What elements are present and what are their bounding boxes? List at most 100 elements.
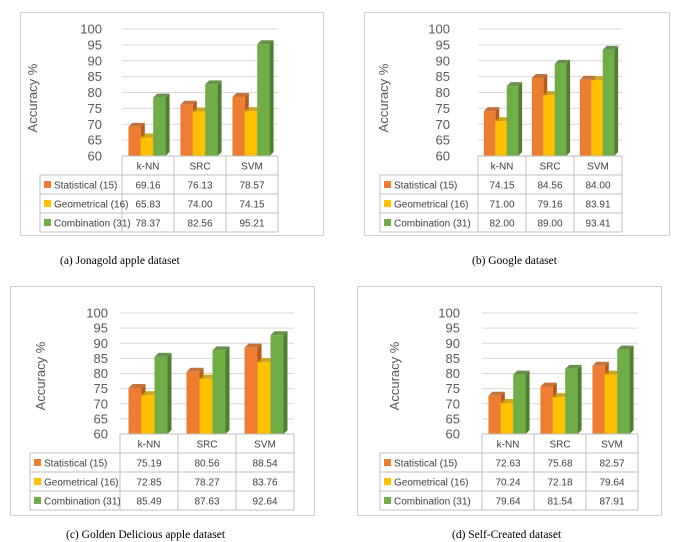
category-label-2-2: SVM [254, 440, 276, 451]
y-tick-0-7: 95 [88, 37, 102, 52]
data-label-0-1-0: 65.83 [135, 200, 160, 211]
legend-key-0-2 [44, 219, 51, 226]
bar-3-1-1 [552, 397, 566, 434]
bar-top-3-0-2 [592, 361, 609, 366]
y-tick-3-0: 60 [446, 427, 460, 442]
y-tick-2-0: 60 [94, 427, 108, 442]
y-tick-3-3: 75 [446, 381, 460, 396]
data-label-3-1-0: 70.24 [495, 478, 520, 489]
bar-2-2-1 [212, 350, 226, 434]
bar-2-1-1 [199, 378, 213, 434]
bar-side-2-2-2 [283, 331, 288, 434]
data-label-0-2-0: 78.37 [135, 219, 160, 230]
bar-top-2-1-0 [141, 391, 159, 396]
data-label-2-0-0: 75.19 [136, 459, 161, 470]
data-label-2-2-0: 85.49 [136, 497, 161, 508]
legend-key-0-1 [44, 200, 51, 207]
bar-top-2-2-0 [154, 352, 172, 357]
bar-top-0-0-1 [180, 100, 197, 105]
bar-0-0-0 [128, 126, 141, 156]
y-tick-2-4: 80 [94, 366, 108, 381]
legend-key-2-0 [34, 459, 41, 466]
legend-label-2-0: Statistical (15) [44, 459, 107, 470]
data-label-1-1-2: 83.91 [585, 200, 610, 211]
y-tick-2-5: 85 [94, 351, 108, 366]
y-axis-label-2: Accuracy % [33, 341, 48, 410]
bar-3-1-2 [604, 374, 618, 434]
legend-label-3-1: Geometrical (16) [394, 478, 468, 489]
bar-0-0-1 [180, 104, 193, 156]
bar-1-0-2 [579, 79, 592, 156]
category-label-2-0: k-NN [138, 440, 161, 451]
bar-side-3-2-1 [577, 364, 582, 434]
bar-3-2-0 [513, 374, 526, 434]
data-label-0-0-2: 78.57 [239, 181, 264, 192]
bar-top-2-0-1 [186, 367, 204, 372]
bar-side-1-2-2 [614, 45, 619, 156]
bar-top-0-2-1 [205, 80, 222, 85]
legend-label-2-2: Combination (31) [44, 497, 121, 508]
legend-key-3-2 [384, 497, 391, 504]
data-label-3-2-0: 79.64 [495, 497, 520, 508]
bar-side-2-2-1 [225, 346, 230, 434]
bar-top-3-2-0 [513, 370, 530, 375]
data-label-3-1-2: 79.64 [599, 478, 624, 489]
data-label-1-2-1: 89.00 [537, 219, 562, 230]
data-label-3-0-0: 72.63 [495, 459, 520, 470]
y-tick-0-8: 100 [80, 22, 102, 37]
bar-2-0-1 [186, 371, 200, 434]
data-label-3-0-1: 75.68 [547, 459, 572, 470]
category-label-0-1: SRC [189, 162, 210, 173]
y-tick-3-2: 70 [446, 396, 460, 411]
bar-side-1-2-1 [566, 59, 571, 156]
legend-label-1-1: Geometrical (16) [394, 200, 468, 211]
y-axis-label-1: Accuracy % [376, 63, 391, 132]
bar-0-1-0 [140, 137, 154, 156]
bar-1-0-1 [531, 78, 544, 156]
y-tick-3-4: 80 [446, 366, 460, 381]
category-label-1-0: k-NN [491, 162, 514, 173]
legend-label-0-0: Statistical (15) [54, 181, 117, 192]
bar-side-3-2-2 [629, 345, 634, 434]
bar-top-1-0-2 [579, 75, 596, 80]
y-tick-0-3: 75 [88, 101, 102, 116]
data-label-2-1-1: 78.27 [194, 478, 219, 489]
data-label-3-0-2: 82.57 [599, 459, 624, 470]
bar-1-2-1 [554, 63, 567, 156]
bar-top-3-1-1 [552, 393, 570, 398]
legend-key-1-2 [384, 219, 391, 226]
bar-1-0-0 [483, 111, 496, 156]
data-label-0-2-1: 82.56 [187, 219, 212, 230]
bar-top-2-1-1 [199, 374, 217, 379]
bar-top-1-0-0 [483, 107, 500, 112]
legend-key-2-2 [34, 497, 41, 504]
data-label-2-1-0: 72.85 [136, 478, 161, 489]
bar-3-2-1 [565, 368, 578, 434]
bar-top-3-2-2 [617, 345, 634, 350]
bar-2-0-0 [128, 388, 142, 434]
bar-0-2-0 [153, 97, 166, 156]
category-label-3-1: SRC [549, 440, 570, 451]
bar-3-1-0 [500, 403, 514, 434]
y-tick-2-1: 65 [94, 411, 108, 426]
category-label-1-2: SVM [587, 162, 609, 173]
bar-3-0-0 [488, 395, 501, 434]
data-label-2-0-1: 80.56 [194, 459, 219, 470]
legend-label-3-2: Combination (31) [394, 497, 471, 508]
bar-2-1-2 [257, 362, 271, 434]
data-label-1-1-0: 71.00 [489, 200, 514, 211]
bar-1-2-0 [506, 86, 519, 156]
bar-3-0-2 [592, 365, 605, 434]
data-label-2-1-2: 83.76 [252, 478, 277, 489]
legend-label-0-1: Geometrical (16) [54, 200, 128, 211]
bar-top-0-1-1 [192, 107, 210, 112]
bar-0-0-2 [232, 97, 245, 156]
bar-top-2-1-2 [257, 358, 275, 363]
bar-1-1-2 [591, 80, 603, 156]
data-label-3-2-1: 81.54 [547, 497, 572, 508]
bar-1-2-2 [602, 49, 615, 156]
category-label-2-1: SRC [196, 440, 217, 451]
y-tick-3-8: 100 [438, 306, 460, 321]
bar-top-1-2-0 [506, 82, 523, 87]
data-label-1-2-0: 82.00 [489, 219, 514, 230]
